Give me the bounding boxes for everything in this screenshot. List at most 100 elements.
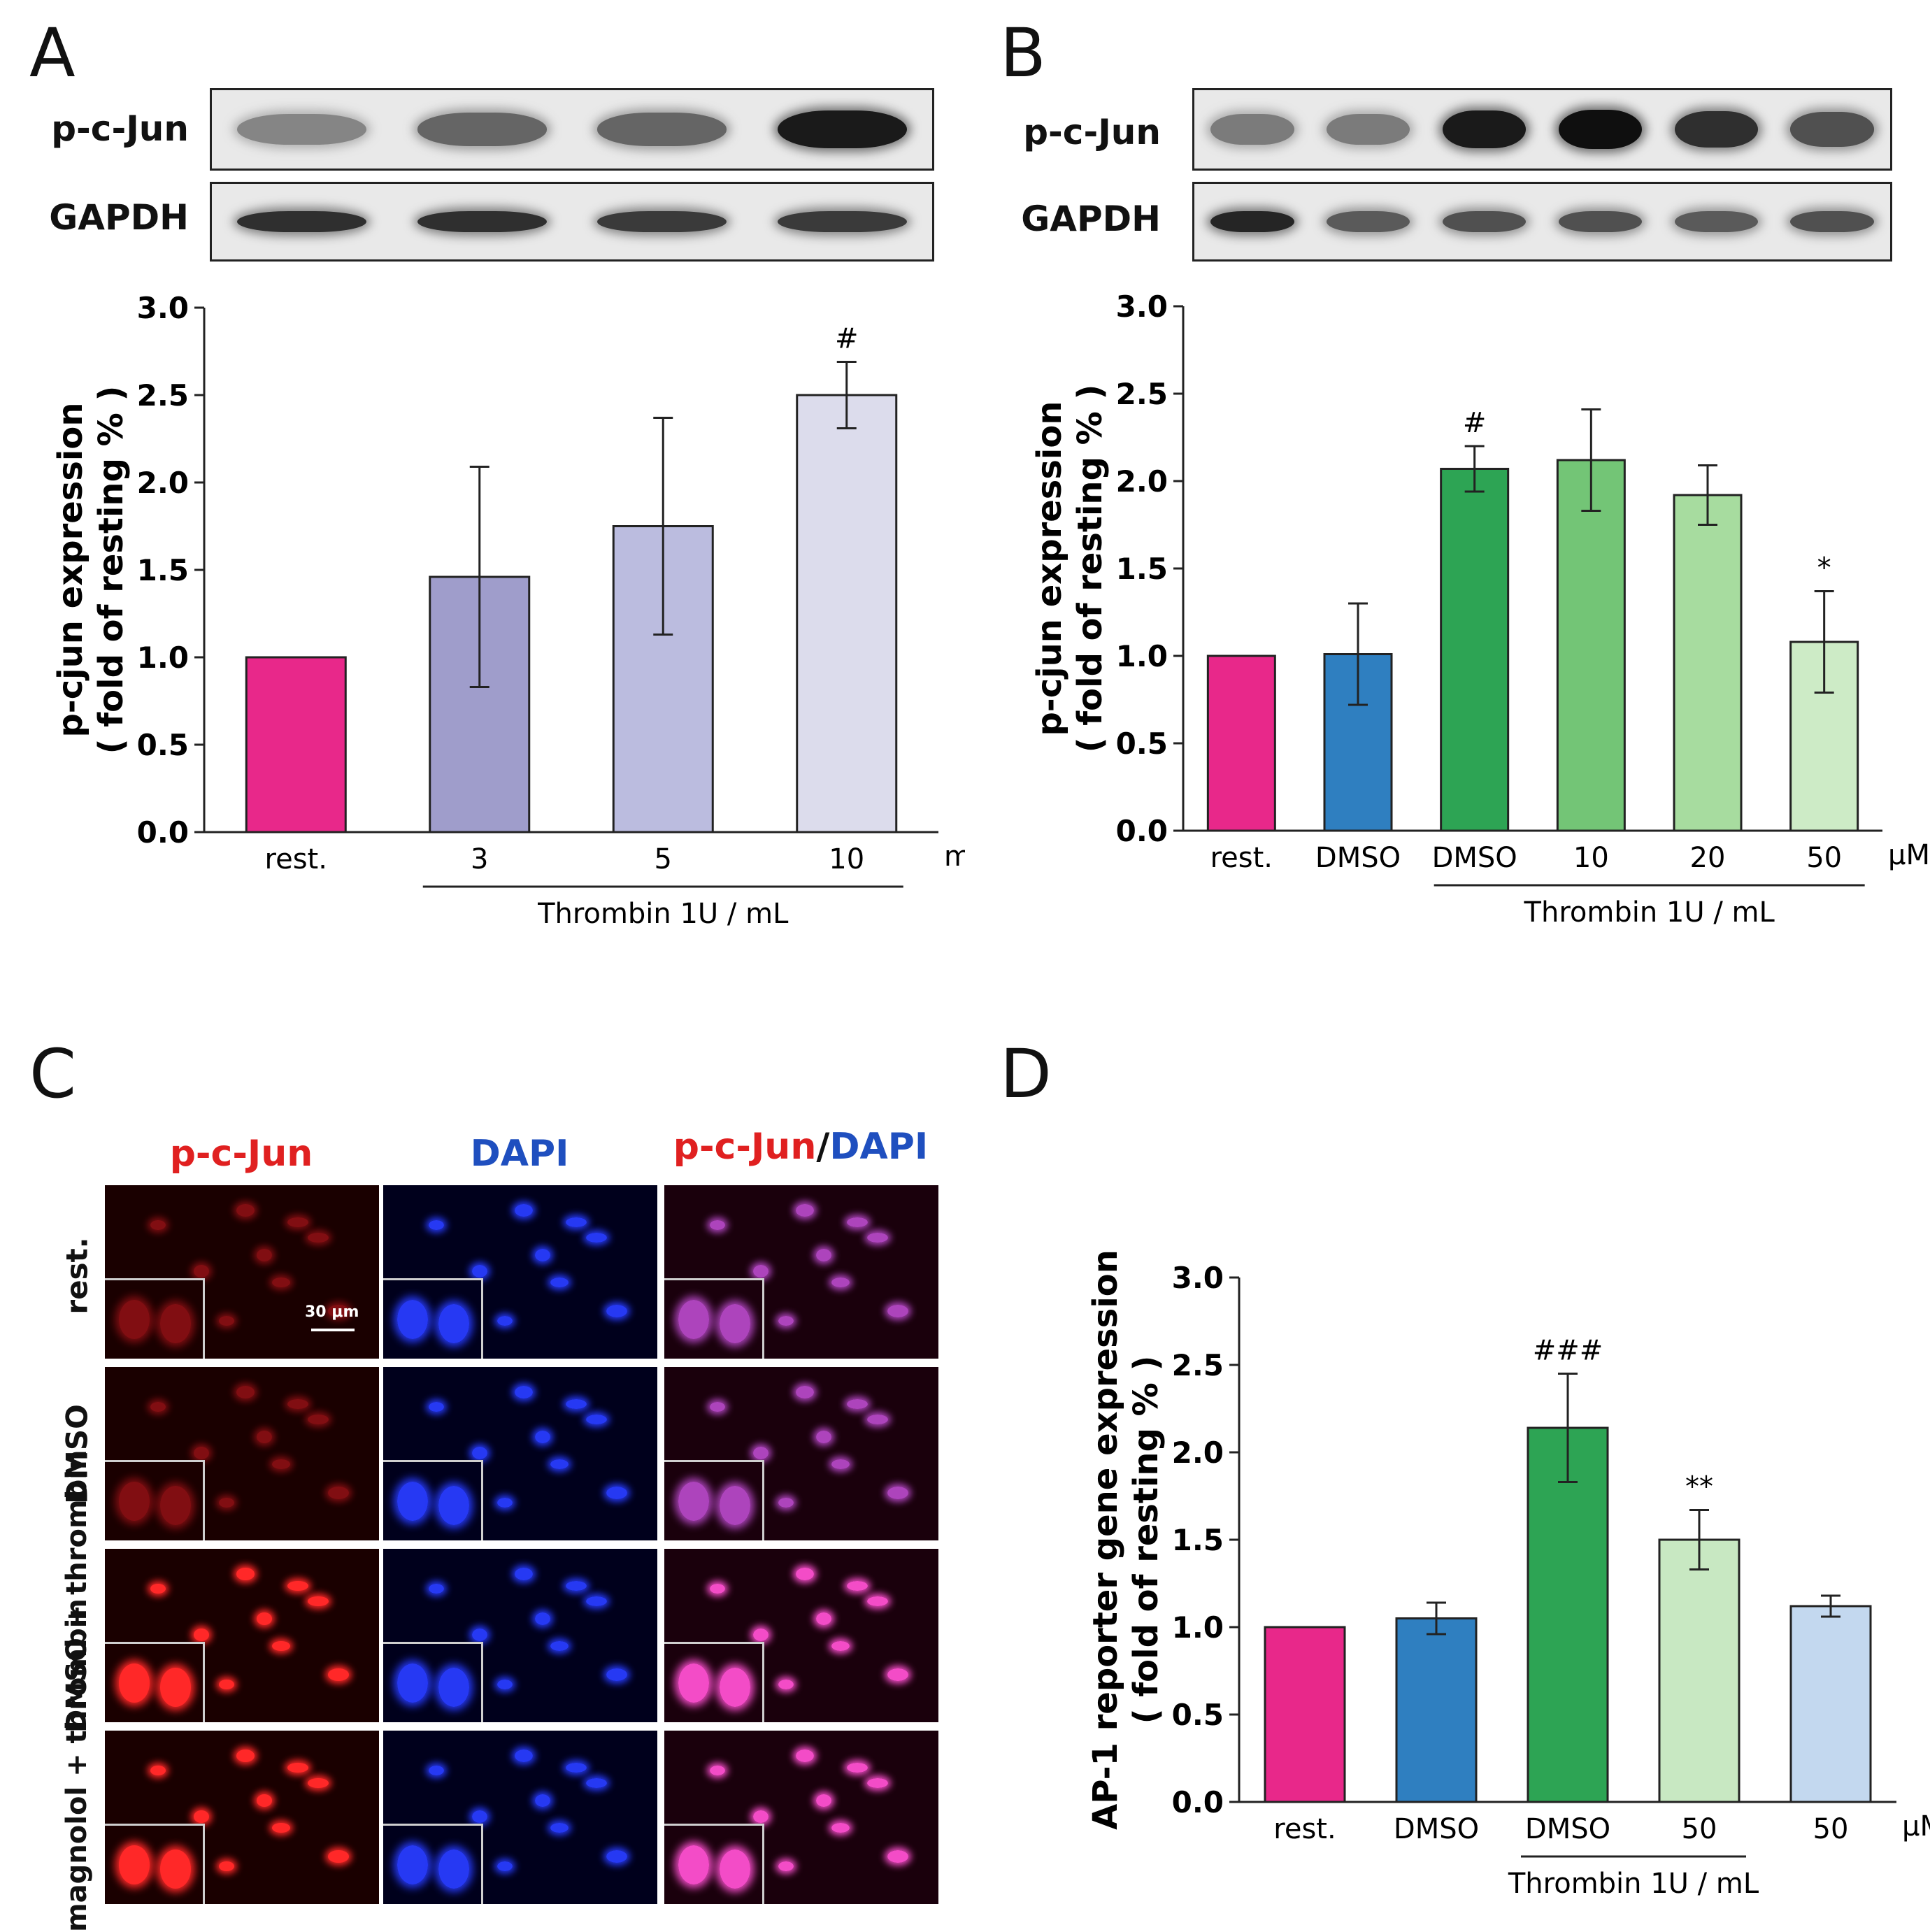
- cell-nucleus: [218, 1315, 234, 1326]
- inset-cell: [159, 1667, 191, 1707]
- cell-nucleus: [846, 1580, 868, 1591]
- inset-cell: [159, 1849, 191, 1889]
- cell-nucleus: [496, 1497, 513, 1508]
- cell-nucleus: [585, 1778, 607, 1789]
- micrograph-tile: [664, 1367, 938, 1540]
- blot-band: [1790, 112, 1874, 147]
- y-tick-label: 2.5: [137, 378, 189, 413]
- blot-band: [237, 210, 367, 233]
- x-unit-label: μM: [1902, 1810, 1930, 1842]
- y-tick-label: 0.0: [1172, 1785, 1224, 1819]
- cell-nucleus: [257, 1431, 273, 1444]
- cell-nucleus: [887, 1305, 908, 1317]
- bar: [1527, 1426, 1609, 1803]
- cell-nucleus: [515, 1204, 534, 1217]
- panel-letter-b: B: [1000, 14, 1046, 92]
- cell-nucleus: [710, 1766, 726, 1776]
- blot-band: [237, 114, 367, 145]
- cell-nucleus: [816, 1794, 832, 1808]
- blot-band: [777, 210, 907, 233]
- cell-nucleus: [327, 1305, 349, 1317]
- cell-nucleus: [866, 1778, 888, 1789]
- cell-nucleus: [816, 1612, 832, 1626]
- cell-nucleus: [565, 1217, 587, 1227]
- bar-chart-d: 0.0 0.5 1.0 1.5 2.0 2.5 3.0 AP-1 reporter gene …: [1086, 1250, 1930, 1900]
- significance-marker: #: [835, 323, 859, 355]
- micrograph-tile: [105, 1549, 379, 1722]
- cell-nucleus: [752, 1810, 769, 1823]
- bar: [1789, 1605, 1872, 1803]
- cell-nucleus: [193, 1810, 209, 1823]
- cell-nucleus: [471, 1629, 487, 1641]
- x-tick-label: 20: [1690, 842, 1726, 874]
- cell-nucleus: [496, 1315, 513, 1326]
- y-tick-label: 0.0: [137, 815, 189, 850]
- cell-nucleus: [236, 1386, 255, 1399]
- cell-nucleus: [887, 1487, 908, 1499]
- inset-cell: [678, 1845, 709, 1884]
- cell-nucleus: [887, 1668, 908, 1681]
- blot-band: [777, 110, 907, 149]
- blot-band: [1558, 110, 1643, 149]
- cell-nucleus: [327, 1487, 349, 1499]
- inset-cell: [438, 1849, 469, 1889]
- cell-nucleus: [752, 1447, 769, 1459]
- inset-cell: [397, 1663, 428, 1703]
- y-tick-label: 3.0: [137, 291, 189, 325]
- cell-nucleus: [429, 1402, 445, 1412]
- cell-nucleus: [816, 1431, 832, 1444]
- x-tick-label: rest.: [265, 843, 327, 875]
- micrograph-tile: [105, 1731, 379, 1904]
- cell-nucleus: [846, 1762, 868, 1773]
- western-blot-a-pcjun: [210, 88, 934, 171]
- inset-cell: [119, 1300, 150, 1339]
- blot-band: [417, 113, 547, 146]
- cell-nucleus: [150, 1402, 166, 1412]
- cell-nucleus: [796, 1204, 815, 1217]
- inset-cell: [678, 1663, 709, 1703]
- cell-nucleus: [327, 1850, 349, 1863]
- blot-band: [1210, 113, 1294, 145]
- y-tick-label: 3.0: [1116, 289, 1168, 324]
- cell-nucleus: [496, 1861, 513, 1871]
- cell-nucleus: [866, 1415, 888, 1425]
- x-tick-label: 3: [471, 843, 488, 875]
- cell-nucleus: [778, 1497, 794, 1508]
- blot-band: [597, 210, 727, 233]
- inset-cell: [438, 1485, 469, 1525]
- cell-nucleus: [710, 1402, 726, 1412]
- y-axis-label: AP-1 reporter gene expression: [1086, 1250, 1125, 1830]
- cell-nucleus: [831, 1823, 850, 1833]
- scale-bar: [311, 1329, 355, 1331]
- cell-nucleus: [535, 1249, 551, 1262]
- blot-band: [597, 113, 727, 146]
- blot-band: [1558, 210, 1643, 233]
- blot-label-b-gapdh: GAPDH: [1021, 199, 1161, 239]
- y-tick-label: 1.0: [1172, 1610, 1224, 1645]
- bar: [796, 394, 898, 833]
- group-label: Thrombin 1U / mL: [537, 898, 789, 930]
- magnified-inset: [383, 1642, 483, 1722]
- cell-nucleus: [778, 1315, 794, 1326]
- cell-nucleus: [515, 1568, 534, 1581]
- magnified-inset: [664, 1278, 764, 1359]
- inset-cell: [159, 1485, 191, 1525]
- scale-bar-label: 30 μm: [305, 1303, 359, 1321]
- y-tick-label: 0.5: [137, 728, 189, 762]
- significance-marker: *: [1817, 552, 1831, 585]
- bar: [245, 656, 347, 833]
- magnified-inset: [105, 1278, 205, 1359]
- cell-nucleus: [550, 1459, 569, 1470]
- y-tick-label: 2.0: [1116, 464, 1168, 499]
- cell-nucleus: [257, 1249, 273, 1262]
- y-tick-label: 2.5: [1172, 1348, 1224, 1382]
- inset-cell: [119, 1663, 150, 1703]
- y-tick-label: 0.5: [1116, 727, 1168, 761]
- inset-cell: [438, 1303, 469, 1343]
- bar: [1556, 459, 1626, 832]
- x-tick-label: DMSO: [1394, 1813, 1479, 1845]
- inset-cell: [719, 1303, 750, 1343]
- micrograph-tile: [664, 1549, 938, 1722]
- magnified-inset: [105, 1460, 205, 1540]
- group-label: Thrombin 1U / mL: [1524, 896, 1775, 929]
